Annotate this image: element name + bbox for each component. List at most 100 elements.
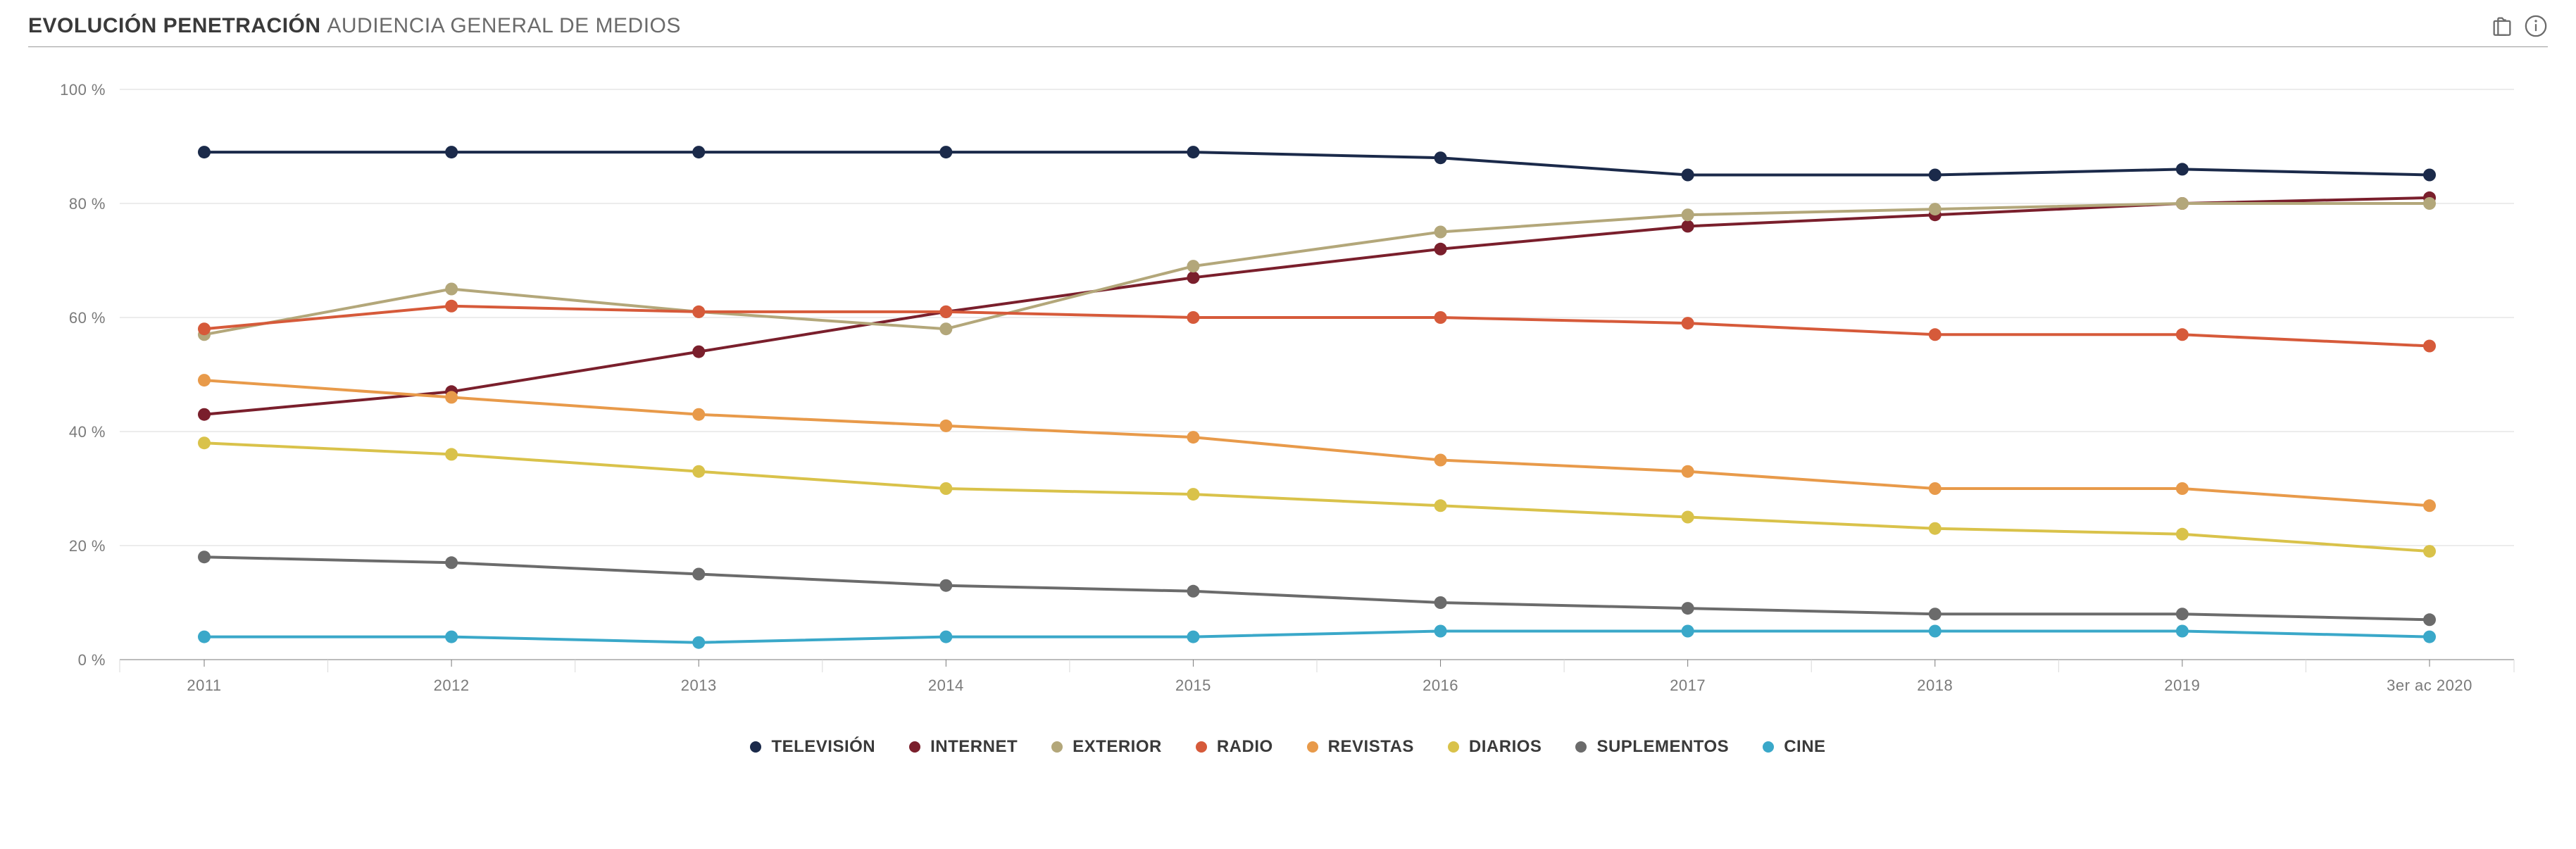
series-marker — [1929, 203, 1942, 215]
legend-dot-icon — [909, 741, 920, 753]
series-line — [204, 631, 2430, 643]
series-marker — [1434, 226, 1447, 239]
series-marker — [1682, 625, 1694, 638]
series-line — [204, 203, 2430, 334]
series-marker — [445, 391, 458, 403]
series-line — [204, 152, 2430, 175]
x-tick-label: 2013 — [681, 677, 717, 694]
series-marker — [692, 346, 705, 358]
info-icon[interactable] — [2524, 14, 2548, 38]
series-marker — [445, 448, 458, 460]
series-marker — [1682, 169, 1694, 182]
series-marker — [939, 322, 952, 335]
series-marker — [2423, 340, 2436, 353]
x-tick-label: 2011 — [187, 677, 221, 694]
series-marker — [2423, 169, 2436, 182]
legend-item[interactable]: EXTERIOR — [1051, 737, 1162, 757]
legend-label: RADIO — [1217, 737, 1273, 757]
series-marker — [1929, 482, 1942, 495]
legend-label: INTERNET — [930, 737, 1018, 757]
series-marker — [1434, 625, 1447, 638]
series-marker — [198, 408, 211, 421]
y-tick-label: 20 % — [69, 537, 106, 555]
series-marker — [2423, 631, 2436, 643]
copy-icon[interactable] — [2490, 14, 2514, 38]
series-marker — [1187, 431, 1199, 444]
series-marker — [2176, 163, 2189, 175]
series-marker — [2176, 197, 2189, 210]
series-marker — [445, 283, 458, 296]
series-marker — [692, 408, 705, 421]
series-line — [204, 557, 2430, 620]
legend-label: CINE — [1784, 737, 1825, 757]
title-bold: EVOLUCIÓN PENETRACIÓN — [28, 14, 321, 37]
series-marker — [1187, 311, 1199, 324]
y-tick-label: 60 % — [69, 309, 106, 327]
y-tick-label: 100 % — [60, 81, 106, 99]
legend-item[interactable]: TELEVISIÓN — [750, 737, 875, 757]
series-marker — [1682, 465, 1694, 478]
legend-dot-icon — [1448, 741, 1459, 753]
legend-label: REVISTAS — [1328, 737, 1414, 757]
series-marker — [1682, 602, 1694, 615]
series-marker — [1929, 608, 1942, 620]
series-marker — [1187, 585, 1199, 598]
legend-dot-icon — [1575, 741, 1587, 753]
legend-dot-icon — [1196, 741, 1207, 753]
x-tick-label: 2017 — [1670, 677, 1706, 694]
legend-item[interactable]: CINE — [1763, 737, 1825, 757]
legend-dot-icon — [750, 741, 761, 753]
series-marker — [1187, 631, 1199, 643]
x-tick-label: 2012 — [434, 677, 470, 694]
series-marker — [2423, 613, 2436, 626]
series-marker — [445, 300, 458, 313]
series-marker — [2176, 625, 2189, 638]
series-line — [204, 380, 2430, 505]
series-marker — [2176, 528, 2189, 541]
series-marker — [939, 482, 952, 495]
y-tick-label: 0 % — [78, 651, 106, 669]
series-marker — [198, 631, 211, 643]
series-marker — [1434, 311, 1447, 324]
series-marker — [1682, 511, 1694, 524]
series-marker — [198, 374, 211, 386]
chart-title: EVOLUCIÓN PENETRACIÓN AUDIENCIA GENERAL … — [28, 14, 681, 38]
x-tick-label: 2018 — [1917, 677, 1953, 694]
series-marker — [692, 146, 705, 158]
series-marker — [939, 306, 952, 318]
series-marker — [692, 306, 705, 318]
series-marker — [692, 568, 705, 581]
series-marker — [939, 146, 952, 158]
legend-item[interactable]: INTERNET — [909, 737, 1018, 757]
series-marker — [2423, 197, 2436, 210]
series-marker — [1434, 499, 1447, 512]
x-tick-label: 2016 — [1423, 677, 1458, 694]
legend-item[interactable]: DIARIOS — [1448, 737, 1542, 757]
series-marker — [1434, 454, 1447, 467]
series-marker — [1434, 151, 1447, 164]
series-marker — [1682, 317, 1694, 329]
series-marker — [939, 579, 952, 592]
series-marker — [1187, 260, 1199, 272]
series-marker — [1682, 220, 1694, 232]
series-marker — [1929, 328, 1942, 341]
series-marker — [2176, 482, 2189, 495]
series-marker — [198, 551, 211, 563]
series-marker — [1434, 243, 1447, 256]
series-marker — [1434, 596, 1447, 609]
legend-item[interactable]: SUPLEMENTOS — [1575, 737, 1729, 757]
legend-dot-icon — [1307, 741, 1318, 753]
series-marker — [2423, 499, 2436, 512]
series-marker — [1682, 208, 1694, 221]
x-tick-label: 2014 — [928, 677, 964, 694]
series-marker — [445, 146, 458, 158]
y-tick-label: 80 % — [69, 195, 106, 213]
series-marker — [692, 465, 705, 478]
penetration-line-chart: 0 %20 %40 %60 %80 %100 %2011201220132014… — [28, 61, 2548, 716]
chart-header: EVOLUCIÓN PENETRACIÓN AUDIENCIA GENERAL … — [28, 14, 2548, 47]
x-tick-label: 2019 — [2164, 677, 2200, 694]
legend-item[interactable]: RADIO — [1196, 737, 1273, 757]
series-marker — [198, 146, 211, 158]
series-marker — [1187, 146, 1199, 158]
legend-item[interactable]: REVISTAS — [1307, 737, 1414, 757]
